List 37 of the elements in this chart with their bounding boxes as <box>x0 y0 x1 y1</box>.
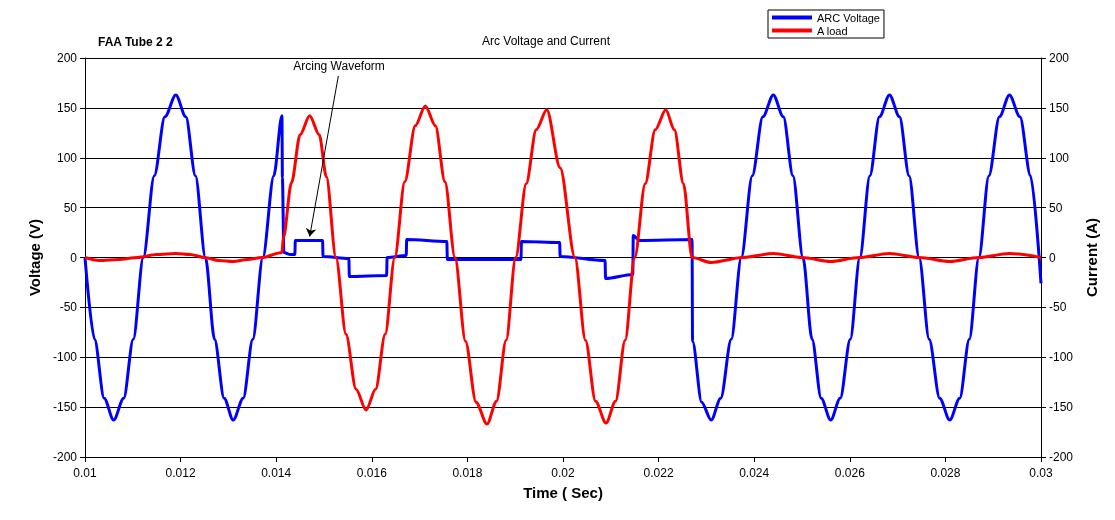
x-tick-label: 0.016 <box>356 466 388 480</box>
legend-label: ARC Voltage <box>817 11 880 24</box>
y-tick-label: -200 <box>52 450 78 464</box>
x-axis-title: Time ( Sec) <box>523 484 603 501</box>
x-tick-label: 0.026 <box>834 466 866 480</box>
y-tick-label: -50 <box>59 300 78 315</box>
y-tick-label: 200 <box>56 51 78 65</box>
x-tick-label: 0.024 <box>739 466 770 480</box>
y2-tick-label: -50 <box>1049 300 1067 315</box>
x-tick-label: 0.014 <box>261 466 292 480</box>
y-tick-label: -150 <box>52 400 78 415</box>
y2-axis-title: Current (A) <box>1082 217 1100 298</box>
chart-title: Arc Voltage and Current <box>481 34 611 48</box>
y-axis-title: Voltage (V) <box>26 218 44 297</box>
y2-tick-label: 200 <box>1049 51 1070 65</box>
y-tick-label: -100 <box>52 350 78 365</box>
y-tick-label: 150 <box>56 100 78 115</box>
x-tick-label: 0.028 <box>930 466 961 480</box>
y2-tick-label: 150 <box>1049 100 1070 115</box>
x-tick-label: 0.018 <box>452 466 483 480</box>
x-tick-label: 0.012 <box>165 466 196 480</box>
annotation: Arcing Waveform <box>293 59 385 74</box>
x-tick-label: 0.03 <box>1029 466 1053 480</box>
y2-tick-label: 50 <box>1049 200 1063 215</box>
y-tick-label: 100 <box>56 150 78 165</box>
x-tick-label: 0.022 <box>643 466 674 480</box>
x-tick-label: 0.01 <box>73 466 97 480</box>
text: FAA Tube 2 2 <box>98 35 173 49</box>
y2-tick-label: -100 <box>1049 350 1074 365</box>
y2-tick-label: -200 <box>1049 450 1074 464</box>
y-tick-label: 50 <box>63 200 78 215</box>
y2-tick-label: 0 <box>1049 250 1056 265</box>
x-tick-label: 0.02 <box>551 466 575 480</box>
y-tick-label: 0 <box>70 250 78 265</box>
y2-tick-label: -150 <box>1049 400 1074 415</box>
legend-label: A load <box>817 24 848 37</box>
y2-tick-label: 100 <box>1049 150 1070 165</box>
